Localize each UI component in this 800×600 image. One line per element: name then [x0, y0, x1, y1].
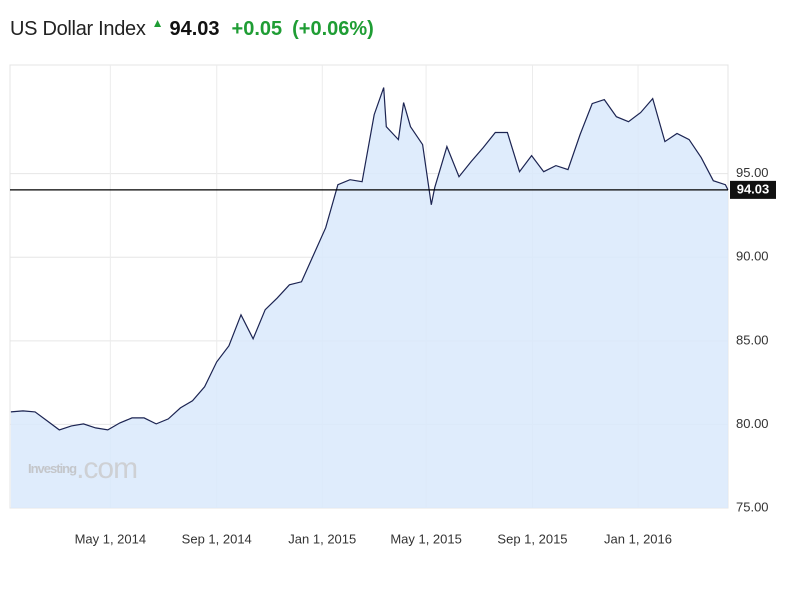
- x-tick-label: May 1, 2014: [75, 531, 147, 546]
- last-price-tag-label: 94.03: [737, 181, 770, 196]
- change-percent: (+0.06%): [292, 18, 374, 40]
- area-fill: [10, 87, 728, 508]
- y-tick-label: 90.00: [736, 249, 769, 264]
- last-price: 94.03: [169, 18, 220, 40]
- watermark-brand: Investing: [28, 461, 77, 476]
- x-tick-label: Sep 1, 2014: [182, 531, 252, 546]
- up-arrow: ▲: [151, 16, 164, 30]
- price-line: [10, 87, 729, 431]
- watermark: Investing.com: [28, 452, 137, 485]
- x-tick-label: Jan 1, 2015: [288, 531, 356, 546]
- header: US Dollar Index ▲ 94.03 +0.05 (+0.06%): [10, 16, 374, 41]
- title: US Dollar Index: [10, 18, 146, 40]
- y-tick-label: 80.00: [736, 416, 769, 431]
- x-tick-label: May 1, 2015: [390, 531, 462, 546]
- y-tick-label: 75.00: [736, 499, 769, 514]
- y-tick-label: 85.00: [736, 332, 769, 347]
- x-tick-label: Jan 1, 2016: [604, 531, 672, 546]
- x-tick-label: Sep 1, 2015: [497, 531, 567, 546]
- last-price-tag: [730, 180, 776, 199]
- watermark-suffix: .com: [76, 452, 137, 485]
- change: +0.05: [231, 18, 283, 40]
- y-tick-label: 95.00: [736, 165, 769, 180]
